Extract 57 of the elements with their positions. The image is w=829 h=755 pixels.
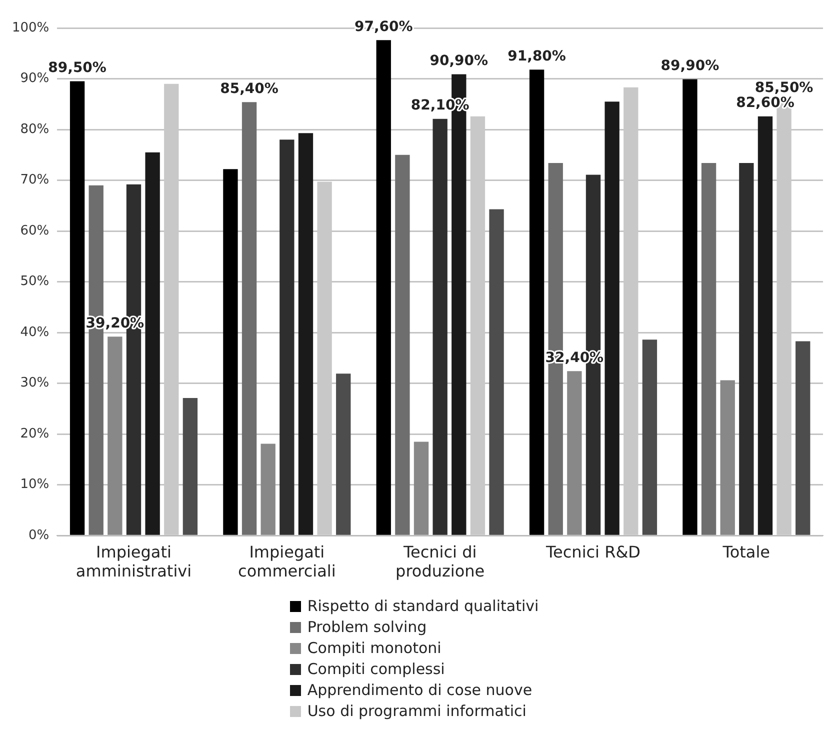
y-tick-label: 70% bbox=[20, 172, 50, 188]
data-label: 89,90% bbox=[660, 58, 720, 74]
data-label: 85,40% bbox=[220, 80, 278, 97]
data-label: 85,50% bbox=[754, 80, 814, 96]
bar bbox=[182, 398, 198, 535]
bar bbox=[242, 102, 257, 535]
legend-label: Rispetto di standard qualitativi bbox=[307, 596, 539, 617]
bar bbox=[223, 169, 238, 535]
bar bbox=[108, 336, 122, 535]
bar bbox=[567, 371, 582, 535]
bar bbox=[260, 444, 276, 535]
legend-label: Uso di programmi informatici bbox=[307, 701, 526, 722]
x-tick-label: Impiegati amministrativi bbox=[76, 542, 192, 581]
x-tick-label: Tecnici R&D bbox=[544, 542, 641, 562]
bar bbox=[70, 81, 85, 535]
bar bbox=[701, 163, 716, 535]
data-label: 39,20% bbox=[86, 315, 144, 332]
bar bbox=[796, 341, 810, 535]
y-tick-label: 10% bbox=[20, 477, 50, 492]
y-tick-label: 90% bbox=[20, 71, 50, 86]
bar bbox=[489, 209, 504, 535]
bar bbox=[145, 152, 160, 535]
legend-label: Apprendimento di cose nuove bbox=[307, 680, 532, 701]
bar bbox=[432, 118, 448, 535]
y-tick-label: 30% bbox=[20, 376, 50, 391]
data-label: 97,60% bbox=[354, 18, 413, 35]
y-tick-label: 0% bbox=[28, 528, 50, 543]
x-tick-label: Tecnici di produzione bbox=[396, 542, 485, 581]
bar bbox=[336, 374, 351, 535]
bar bbox=[280, 140, 294, 535]
bar bbox=[739, 163, 754, 535]
bar bbox=[758, 116, 773, 535]
data-label: 91,80% bbox=[508, 48, 566, 64]
bar bbox=[414, 442, 429, 535]
legend-label: Compiti monotoni bbox=[307, 638, 442, 659]
legend-label: Problem solving bbox=[307, 617, 427, 638]
y-tick-label: 100% bbox=[12, 20, 50, 36]
legend-label: Compiti complessi bbox=[307, 659, 445, 680]
data-label: 32,40% bbox=[545, 350, 604, 366]
bar bbox=[395, 154, 410, 535]
data-label: 89,50% bbox=[48, 60, 106, 76]
y-tick-label: 20% bbox=[20, 426, 50, 442]
bar bbox=[376, 40, 391, 535]
bar bbox=[529, 70, 544, 535]
bar bbox=[682, 79, 698, 535]
bar bbox=[604, 102, 620, 535]
y-tick-label: 50% bbox=[20, 274, 50, 290]
bar bbox=[642, 340, 658, 535]
y-tick-label: 80% bbox=[20, 122, 50, 137]
data-label: 82,60% bbox=[736, 94, 794, 111]
x-tick-label: Impiegati commerciali bbox=[238, 542, 336, 581]
data-label: 90,90% bbox=[430, 52, 488, 69]
x-tick-label: Totale bbox=[722, 542, 770, 562]
bar bbox=[720, 380, 735, 535]
y-tick-label: 60% bbox=[20, 223, 50, 238]
y-tick-label: 40% bbox=[20, 324, 50, 340]
bar bbox=[298, 133, 314, 535]
